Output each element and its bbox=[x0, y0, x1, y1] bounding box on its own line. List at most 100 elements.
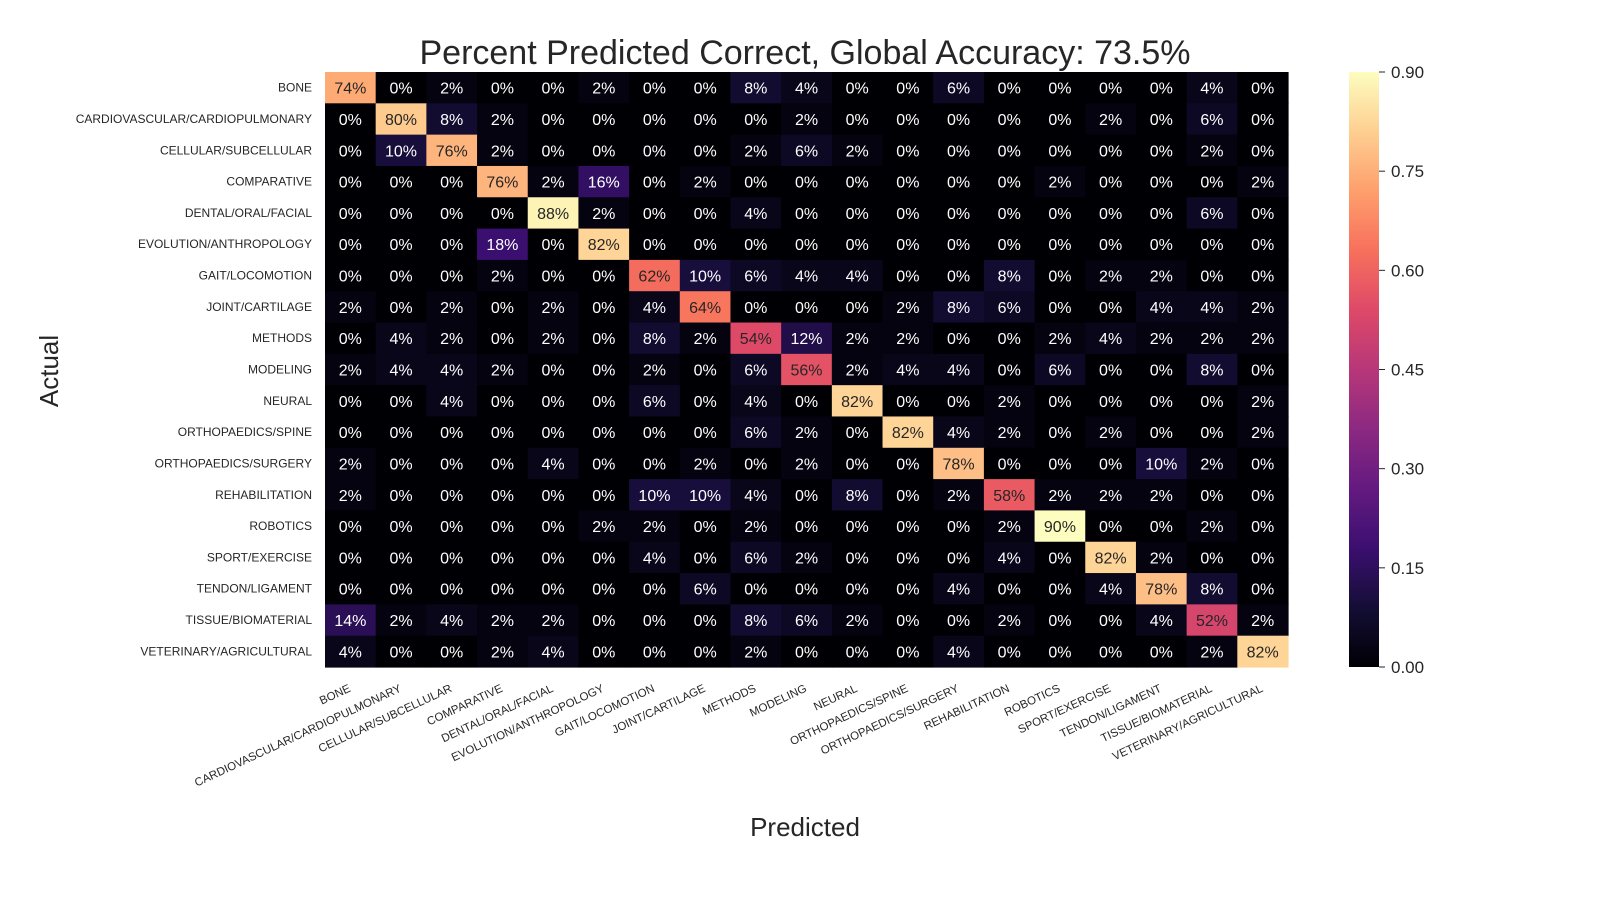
heatmap-cell bbox=[629, 72, 681, 104]
cell-value-label: 0% bbox=[1048, 425, 1071, 442]
heatmap-cell bbox=[882, 103, 934, 136]
cell-value-label: 0% bbox=[339, 269, 362, 286]
heatmap-cell bbox=[882, 635, 934, 668]
cell-value-label: 0% bbox=[1251, 206, 1274, 223]
cell-value-label: 0% bbox=[998, 175, 1021, 192]
heatmap-cell bbox=[781, 103, 833, 136]
heatmap-cell bbox=[578, 165, 630, 198]
heatmap-cell bbox=[527, 197, 580, 230]
cell-value-label: 0% bbox=[643, 206, 666, 223]
cell-value-label: 6% bbox=[795, 143, 818, 160]
heatmap-cell bbox=[933, 134, 985, 167]
heatmap-cell bbox=[1034, 134, 1086, 167]
cell-value-label: 0% bbox=[643, 81, 666, 98]
cell-value-label: 2% bbox=[1200, 456, 1223, 473]
heatmap-cell bbox=[679, 635, 732, 668]
heatmap-cell bbox=[325, 259, 377, 292]
cell-value-label: 0% bbox=[1251, 269, 1274, 286]
heatmap-cell bbox=[831, 447, 884, 480]
heatmap-cell bbox=[679, 479, 732, 512]
heatmap-cell bbox=[679, 541, 732, 574]
cell-value-label: 6% bbox=[1048, 363, 1071, 380]
heatmap-cell bbox=[629, 604, 681, 637]
heatmap-cell bbox=[426, 541, 478, 574]
cell-value-label: 88% bbox=[537, 206, 569, 223]
heatmap-cell bbox=[831, 416, 884, 449]
cell-value-label: 0% bbox=[1150, 81, 1173, 98]
cell-value-label: 6% bbox=[643, 394, 666, 411]
heatmap-cell bbox=[730, 291, 782, 324]
heatmap-cell bbox=[477, 510, 529, 543]
cell-value-label: 2% bbox=[1150, 269, 1173, 286]
heatmap-cell bbox=[781, 134, 833, 167]
heatmap-cell bbox=[375, 322, 427, 355]
heatmap-cell bbox=[527, 447, 580, 480]
heatmap-cell bbox=[325, 197, 377, 230]
heatmap-cell bbox=[527, 259, 580, 292]
heatmap-cell bbox=[1034, 541, 1086, 574]
heatmap-cell bbox=[426, 259, 478, 292]
heatmap-cell bbox=[983, 385, 1036, 418]
heatmap-cell bbox=[1085, 416, 1137, 449]
heatmap-cell bbox=[933, 510, 985, 543]
heatmap-cell bbox=[933, 165, 985, 198]
cell-value-label: 76% bbox=[436, 143, 468, 160]
cell-value-label: 2% bbox=[694, 175, 717, 192]
heatmap-cells bbox=[325, 72, 1289, 668]
cell-value-label: 8% bbox=[846, 488, 869, 505]
cell-value-label: 4% bbox=[1099, 582, 1122, 599]
cell-value-label: 0% bbox=[389, 206, 412, 223]
cell-value-label: 0% bbox=[592, 644, 615, 661]
cell-value-label: 2% bbox=[1251, 175, 1274, 192]
row-tick-label: TISSUE/BIOMATERIAL bbox=[186, 613, 313, 627]
cell-value-label: 0% bbox=[947, 331, 970, 348]
cell-value-label: 82% bbox=[892, 425, 924, 442]
cell-value-label: 90% bbox=[1044, 519, 1076, 536]
heatmap-cell bbox=[1085, 72, 1137, 104]
heatmap-cell bbox=[477, 635, 529, 668]
cell-value-label: 4% bbox=[744, 206, 767, 223]
heatmap-cell bbox=[1237, 447, 1289, 480]
cell-value-label: 0% bbox=[339, 582, 362, 599]
heatmap-cell bbox=[1186, 197, 1238, 230]
heatmap-cell bbox=[426, 197, 478, 230]
cell-value-label: 4% bbox=[389, 331, 412, 348]
heatmap-cell bbox=[1135, 197, 1188, 230]
cell-value-label: 0% bbox=[896, 488, 919, 505]
heatmap-cell bbox=[831, 353, 884, 386]
cell-value-label: 0% bbox=[846, 206, 869, 223]
cell-value-label: 0% bbox=[389, 300, 412, 317]
cell-value-label: 2% bbox=[592, 206, 615, 223]
heatmap-cell bbox=[1186, 165, 1238, 198]
cell-value-label: 62% bbox=[638, 269, 670, 286]
heatmap-cell bbox=[679, 510, 732, 543]
row-tick-label: TENDON/LIGAMENT bbox=[197, 582, 313, 596]
heatmap-cell bbox=[1085, 479, 1137, 512]
cell-value-label: 0% bbox=[1099, 644, 1122, 661]
heatmap-cell bbox=[730, 604, 782, 637]
heatmap-cell bbox=[831, 197, 884, 230]
heatmap-cell bbox=[426, 447, 478, 480]
cell-value-label: 0% bbox=[846, 425, 869, 442]
cell-value-label: 4% bbox=[542, 644, 565, 661]
heatmap-cell bbox=[781, 353, 833, 386]
cell-value-label: 2% bbox=[846, 331, 869, 348]
cell-value-label: 0% bbox=[1048, 644, 1071, 661]
heatmap-cell bbox=[730, 447, 782, 480]
heatmap-cell bbox=[477, 72, 529, 104]
heatmap-cell bbox=[1085, 510, 1137, 543]
colorbar-tick-label: 0.90 bbox=[1391, 63, 1424, 82]
cell-value-label: 0% bbox=[998, 363, 1021, 380]
cell-value-label: 8% bbox=[440, 112, 463, 129]
cell-value-label: 0% bbox=[998, 112, 1021, 129]
cell-value-label: 0% bbox=[947, 613, 970, 630]
cell-value-label: 0% bbox=[592, 331, 615, 348]
cell-value-label: 0% bbox=[896, 582, 919, 599]
cell-value-label: 4% bbox=[998, 550, 1021, 567]
cell-value-label: 0% bbox=[643, 175, 666, 192]
cell-value-label: 0% bbox=[947, 269, 970, 286]
row-tick-label: EVOLUTION/ANTHROPOLOGY bbox=[138, 237, 312, 251]
heatmap-cell bbox=[679, 165, 732, 198]
row-tick-label: COMPARATIVE bbox=[226, 175, 312, 189]
